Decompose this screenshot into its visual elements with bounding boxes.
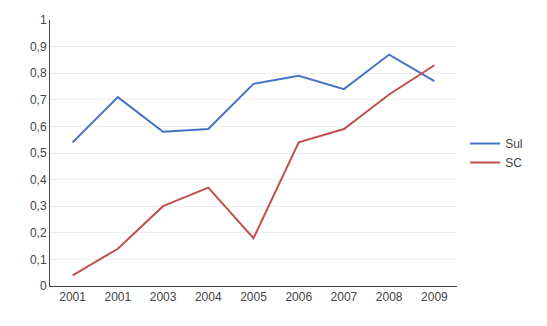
svg-text:1: 1: [40, 13, 47, 27]
svg-text:SC: SC: [505, 156, 522, 170]
svg-text:2001: 2001: [59, 290, 86, 304]
svg-text:2004: 2004: [195, 290, 222, 304]
svg-text:2008: 2008: [376, 290, 403, 304]
svg-text:0,2: 0,2: [30, 226, 47, 240]
svg-text:0,1: 0,1: [30, 253, 47, 267]
svg-text:0,5: 0,5: [30, 146, 47, 160]
svg-text:2001: 2001: [104, 290, 131, 304]
svg-text:2005: 2005: [240, 290, 267, 304]
svg-text:2007: 2007: [331, 290, 358, 304]
svg-text:0,6: 0,6: [30, 120, 47, 134]
svg-text:0,9: 0,9: [30, 40, 47, 54]
svg-text:0,4: 0,4: [30, 173, 47, 187]
svg-text:0,3: 0,3: [30, 199, 47, 213]
svg-text:2006: 2006: [285, 290, 312, 304]
svg-text:0,7: 0,7: [30, 93, 47, 107]
svg-text:0,8: 0,8: [30, 66, 47, 80]
svg-text:Sul: Sul: [505, 137, 522, 151]
svg-text:2003: 2003: [150, 290, 177, 304]
svg-text:2009: 2009: [421, 290, 448, 304]
svg-text:0: 0: [40, 279, 47, 293]
